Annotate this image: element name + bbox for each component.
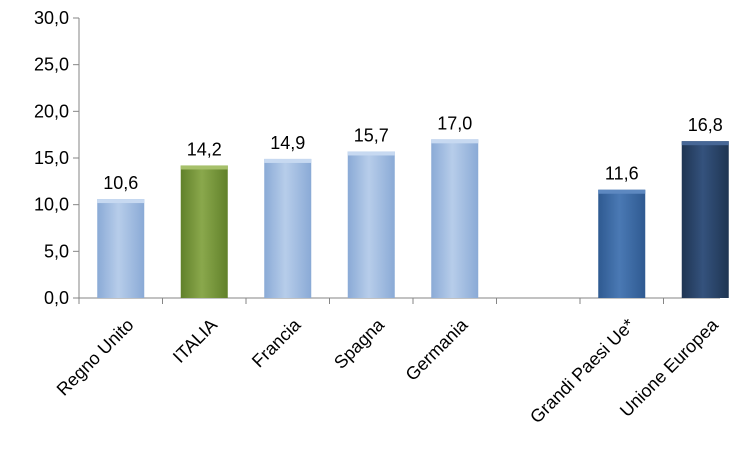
data-label: 10,6 [103, 173, 138, 193]
bar-body [180, 165, 228, 298]
bar [431, 139, 479, 298]
data-labels: 10,6 14,2 14,9 15,7 17,0 11,6 16,8 [103, 113, 723, 193]
bar [264, 158, 312, 298]
bar-body [347, 151, 395, 298]
bar-top [681, 141, 729, 146]
category-label: Germania [402, 314, 473, 385]
bar [180, 165, 228, 298]
bar-body [431, 139, 479, 298]
bar-body [264, 158, 312, 298]
y-tick-label: 0,0 [44, 288, 69, 308]
bar-body [97, 199, 145, 298]
bar-top [431, 139, 479, 144]
bar [97, 199, 145, 298]
bar-top [97, 199, 145, 204]
category-label: Francia [248, 314, 305, 371]
bar-top [598, 189, 646, 194]
y-tick-label: 5,0 [44, 241, 69, 261]
data-label: 11,6 [605, 164, 639, 184]
category-labels: Regno Unito ITALIA Francia Spagna Germania Gr… [53, 314, 723, 427]
y-tick-label: 25,0 [34, 55, 69, 75]
data-label: 17,0 [437, 113, 472, 133]
data-label: 16,8 [688, 115, 723, 135]
bars [97, 139, 729, 298]
category-label: ITALIA [169, 315, 221, 367]
category-label: Regno Unito [53, 315, 138, 400]
data-label: 15,7 [354, 125, 389, 145]
y-tick-label: 10,0 [34, 195, 69, 215]
y-ticks: 0,0 5,0 10,0 15,0 20,0 25,0 30,0 [34, 8, 79, 308]
data-label: 14,2 [187, 139, 222, 159]
bar [598, 189, 646, 298]
bar [681, 141, 729, 298]
y-tick-label: 20,0 [34, 101, 69, 121]
bar [347, 151, 395, 298]
y-tick-label: 30,0 [34, 8, 69, 28]
data-label: 14,9 [270, 133, 305, 153]
category-label: Spagna [330, 314, 389, 373]
bar-body [681, 141, 729, 298]
bar-top [180, 165, 228, 170]
bar-top [264, 158, 312, 163]
bar-top [347, 151, 395, 156]
y-tick-label: 15,0 [34, 148, 69, 168]
bar-body [598, 189, 646, 298]
